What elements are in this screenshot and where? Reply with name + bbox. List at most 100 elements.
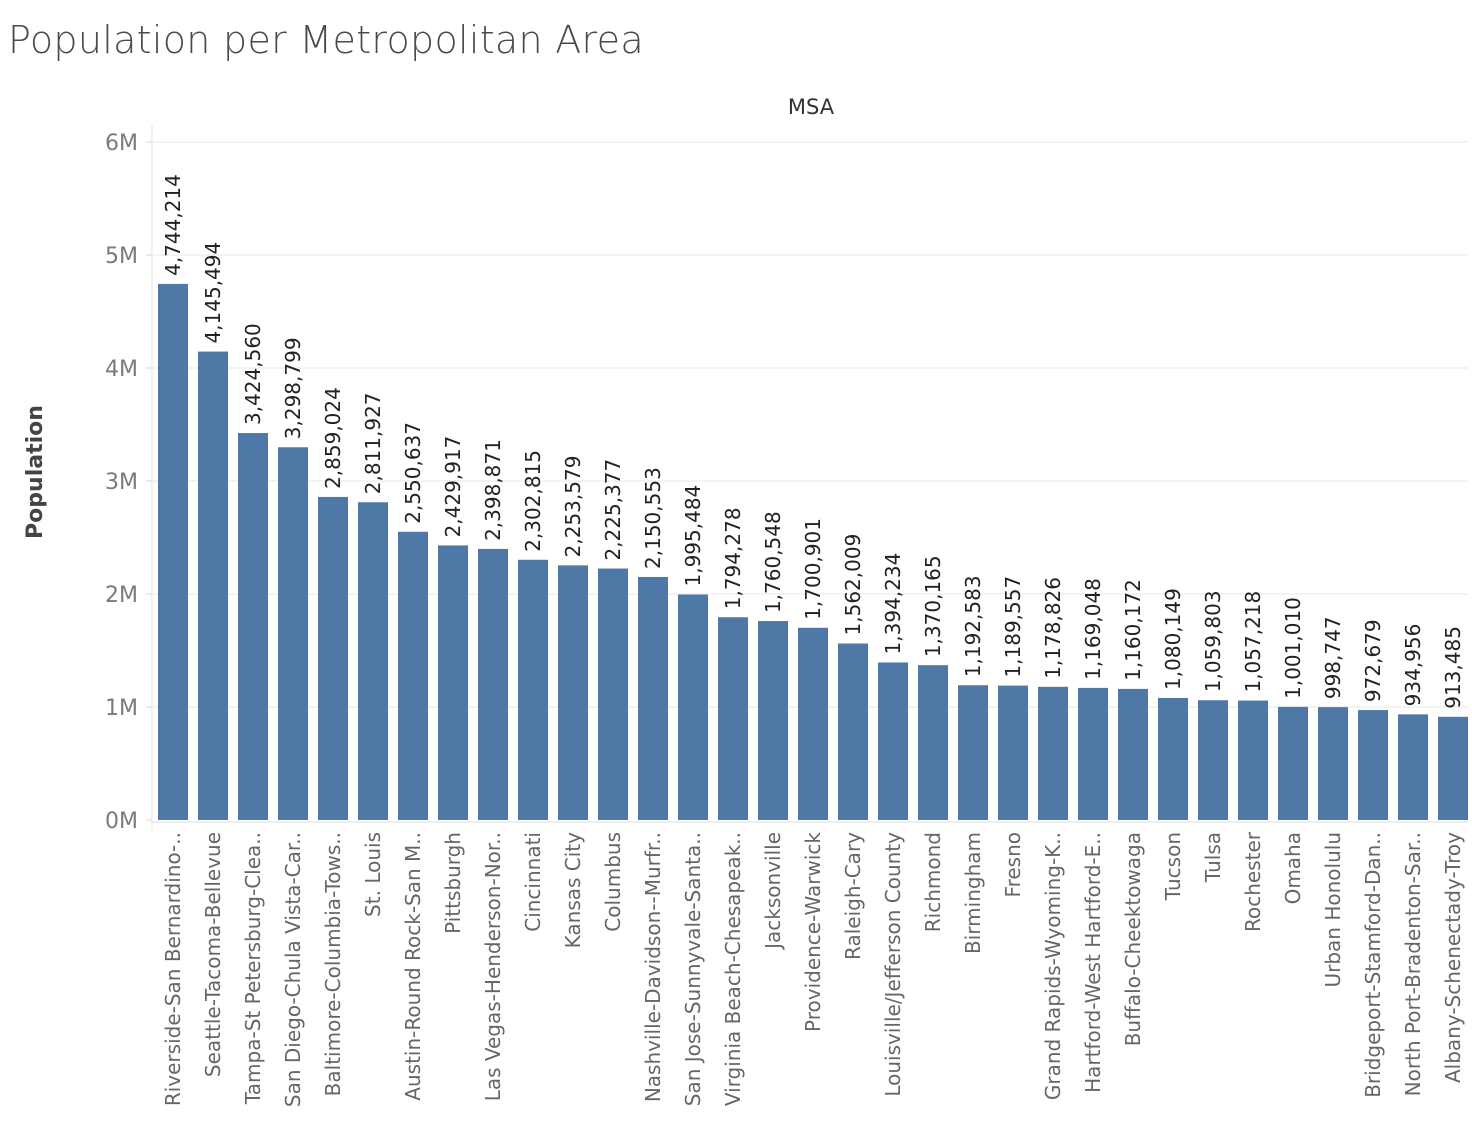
value-label: 2,150,553 (641, 467, 665, 569)
value-label: 1,794,278 (721, 507, 745, 609)
category-label: Raleigh-Cary (841, 832, 865, 960)
bar (718, 617, 748, 820)
category-label: St. Louis (361, 832, 385, 917)
value-label: 1,370,165 (921, 555, 945, 657)
value-label: 2,302,815 (521, 450, 545, 552)
bar (838, 643, 868, 820)
bar (638, 576, 668, 820)
value-label: 4,744,214 (161, 174, 185, 276)
value-label: 1,192,583 (961, 575, 985, 677)
bar (198, 351, 228, 820)
value-label: 1,189,557 (1001, 576, 1025, 678)
bar (1278, 706, 1308, 820)
category-label: Baltimore-Columbia-Tows.. (321, 832, 345, 1096)
category-label: Nashville-Davidson--Murfr.. (641, 832, 665, 1102)
category-label: Jacksonville (761, 832, 785, 951)
category-label: Kansas City (561, 832, 585, 949)
y-tick-label: 1M (105, 696, 138, 721)
y-tick-label: 3M (105, 470, 138, 495)
value-label: 3,424,560 (241, 323, 265, 425)
bar (478, 548, 508, 820)
value-label: 1,700,901 (801, 518, 825, 620)
bar (1198, 700, 1228, 820)
axes: 0M 1M 2M 3M 4M 5M 6M (105, 124, 1468, 834)
category-label: Tampa-St Petersburg-Clea.. (241, 832, 265, 1105)
y-tick-label: 0M (105, 809, 138, 834)
value-label: 1,001,010 (1281, 597, 1305, 699)
category-label: Columbus (601, 832, 625, 932)
bar (1398, 714, 1428, 820)
bar (958, 685, 988, 820)
x-axis-header: MSA (788, 95, 835, 119)
value-label: 2,398,871 (481, 439, 505, 541)
value-label: 1,059,803 (1201, 590, 1225, 692)
y-axis-label: Population (23, 405, 48, 539)
bar (318, 496, 348, 820)
y-tick-label: 5M (105, 244, 138, 269)
value-label: 2,429,917 (441, 436, 465, 538)
category-label: Tulsa (1201, 832, 1225, 883)
bar (1078, 687, 1108, 820)
bar (678, 594, 708, 820)
value-label: 1,080,149 (1161, 588, 1185, 690)
bar (158, 283, 188, 820)
bar (358, 502, 388, 820)
bar (798, 627, 828, 820)
category-label: Cincinnati (521, 832, 545, 932)
category-label: Rochester (1241, 831, 1265, 932)
value-label: 1,169,048 (1081, 578, 1105, 680)
bar (918, 665, 948, 820)
category-label: Omaha (1281, 832, 1305, 904)
value-labels: 4,744,214 4,145,494 3,424,560 3,298,799 2,85… (161, 174, 1465, 709)
category-label: San Diego-Chula Vista-Car.. (281, 832, 305, 1107)
category-labels: Riverside-San Bernardino-.. Seattle-Tacom… (161, 831, 1465, 1107)
bar (238, 433, 268, 820)
gridlines (152, 141, 1468, 708)
category-label: Riverside-San Bernardino-.. (161, 832, 185, 1106)
value-label: 913,485 (1441, 626, 1465, 709)
category-label: Hartford-West Hartford-E.. (1081, 832, 1105, 1093)
bar (1238, 700, 1268, 820)
bar (398, 531, 428, 820)
value-label: 1,394,234 (881, 553, 905, 655)
category-label: Fresno (1001, 832, 1025, 897)
value-label: 1,178,826 (1041, 577, 1065, 679)
y-tick-label: 6M (105, 131, 138, 156)
bar (1318, 707, 1348, 820)
value-label: 1,562,009 (841, 534, 865, 636)
bar (1358, 710, 1388, 820)
category-label: Buffalo-Cheektowaga (1121, 832, 1145, 1046)
category-label: North Port-Bradenton-Sar.. (1401, 832, 1425, 1096)
bar (1438, 716, 1468, 820)
category-label: Virginia Beach-Chesapeak.. (721, 832, 745, 1106)
bar (1118, 688, 1148, 820)
value-label: 2,225,377 (601, 459, 625, 561)
category-label: Louisville/Jefferson County (881, 832, 905, 1097)
y-tick-label: 4M (105, 357, 138, 382)
category-label: Birmingham (961, 832, 985, 954)
category-label: San Jose-Sunnyvale-Santa.. (681, 832, 705, 1106)
value-label: 972,679 (1361, 619, 1385, 702)
bar (878, 662, 908, 820)
value-label: 1,160,172 (1121, 579, 1145, 681)
bar (998, 685, 1028, 820)
bars (158, 283, 1468, 820)
value-label: 1,057,218 (1241, 591, 1265, 693)
category-label: Austin-Round Rock-San M.. (401, 832, 425, 1101)
value-label: 998,747 (1321, 616, 1345, 699)
category-label: Providence-Warwick (801, 832, 825, 1032)
category-label: Urban Honolulu (1321, 832, 1345, 988)
category-label: Seattle-Tacoma-Bellevue (201, 832, 225, 1077)
bar (1158, 697, 1188, 820)
y-tick-label: 2M (105, 583, 138, 608)
category-label: Bridgeport-Stamford-Dan.. (1361, 832, 1385, 1098)
value-label: 2,859,024 (321, 387, 345, 489)
category-label: Tucson (1161, 832, 1185, 901)
value-label: 1,760,548 (761, 511, 785, 613)
category-label: Richmond (921, 832, 945, 932)
chart-title: Population per Metropolitan Area (8, 18, 644, 62)
category-label: Grand Rapids-Wyoming-K.. (1041, 832, 1065, 1100)
value-label: 934,956 (1401, 624, 1425, 707)
value-label: 1,995,484 (681, 485, 705, 587)
